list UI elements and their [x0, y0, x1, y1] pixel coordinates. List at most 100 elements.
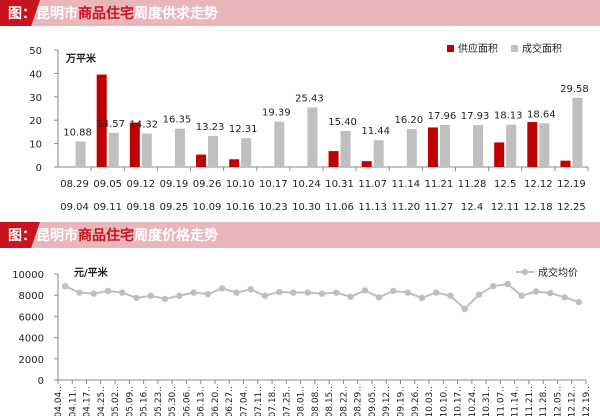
price-point	[275, 288, 283, 296]
y-tick-label: 40	[29, 69, 42, 80]
deal-bar	[473, 125, 484, 167]
x-tick-label: 07.18..	[268, 386, 278, 416]
y-tick-label: 4000	[19, 334, 44, 345]
deal-data-label: 29.58	[560, 84, 589, 95]
x-label-start: 08.29	[60, 179, 89, 190]
x-label-end: 10.09	[193, 202, 222, 213]
x-label-start: 09.12	[126, 179, 155, 190]
price-point	[347, 293, 354, 300]
deal-bar	[406, 129, 417, 167]
x-label-start: 10.31	[325, 179, 354, 190]
x-label-start: 12.12	[524, 179, 553, 190]
x-tick-label: 06.20..	[211, 386, 221, 416]
price-point	[333, 289, 340, 296]
banner-prefix: 图：	[8, 228, 36, 244]
x-label-start: 09.19	[160, 179, 189, 190]
price-point	[418, 294, 426, 302]
supply-bar	[96, 74, 107, 167]
x-label-end: 09.18	[126, 202, 155, 213]
x-tick-label: 05.02..	[111, 386, 121, 416]
x-label-end: 12.18	[524, 202, 553, 213]
x-label-start: 10.17	[259, 179, 288, 190]
y-tick-label: 10	[29, 140, 42, 151]
x-tick-label: 05.23..	[154, 386, 164, 416]
x-tick-label: 08.01..	[297, 386, 307, 416]
x-tick-label: 12.05..	[553, 386, 563, 416]
legend-swatch-supply	[447, 45, 454, 52]
deal-data-label: 17.96	[428, 111, 457, 122]
price-point	[247, 286, 254, 293]
deal-data-label: 13.23	[196, 122, 225, 133]
y-tick-label: 0	[36, 163, 42, 174]
deal-bar	[439, 124, 450, 167]
x-tick-label: 11.14..	[511, 386, 521, 416]
deal-bar	[208, 136, 219, 167]
price-point	[490, 282, 497, 290]
deal-bar	[75, 141, 86, 167]
y-tick-label: 8000	[19, 291, 44, 302]
x-tick-label: 11.28..	[539, 386, 549, 416]
y-tick-label: 30	[29, 93, 42, 104]
x-tick-label: 11.21..	[525, 386, 535, 416]
x-tick-label: 04.25..	[97, 386, 107, 416]
x-label-end: 10.30	[292, 202, 321, 213]
price-point	[547, 289, 554, 297]
supply-bar	[328, 151, 339, 167]
x-tick-label: 09.26..	[411, 386, 421, 416]
x-label-end: 11.13	[358, 202, 387, 213]
price-point	[261, 292, 269, 299]
deal-bar	[373, 140, 384, 167]
price-point	[318, 290, 326, 297]
x-label-start: 11.14	[391, 179, 420, 190]
x-tick-label: 07.25..	[282, 386, 292, 416]
price-point	[90, 290, 97, 297]
price-point	[432, 289, 440, 296]
x-label-end: 12.4	[461, 202, 483, 213]
banner-city: 昆明市	[36, 6, 78, 22]
supply-bar	[494, 142, 505, 167]
price-point	[504, 280, 511, 288]
y-tick-label: 2000	[19, 355, 44, 366]
price-point	[518, 292, 525, 299]
supply-bar	[229, 159, 240, 167]
x-tick-label: 04.04..	[54, 386, 64, 416]
x-label-start: 12.5	[494, 179, 516, 190]
x-tick-label: 10.31..	[482, 386, 492, 416]
price-point	[233, 289, 240, 296]
deal-bar	[506, 124, 517, 167]
x-tick-label: 08.22..	[339, 386, 349, 416]
x-tick-label: 12.19..	[582, 386, 592, 416]
deal-data-label: 15.40	[328, 117, 357, 128]
y-tick-label: 50	[29, 46, 42, 57]
price-point	[61, 282, 69, 290]
x-tick-label: 10.24..	[468, 386, 478, 416]
price-point	[218, 285, 226, 292]
x-tick-label: 04.17..	[83, 386, 93, 416]
deal-data-label: 16.20	[394, 115, 423, 126]
x-tick-label: 09.19..	[396, 386, 406, 416]
x-label-start: 10.10	[226, 179, 255, 190]
x-label-end: 09.04	[60, 202, 89, 213]
banner-subject: 周度价格走势	[134, 228, 218, 244]
deal-bar	[241, 138, 252, 167]
price-point	[375, 294, 383, 301]
deal-data-label: 14.57	[96, 119, 125, 130]
price-point	[104, 287, 112, 295]
price-point	[176, 292, 183, 299]
deal-data-label: 17.93	[461, 111, 490, 122]
price-point	[361, 287, 369, 294]
banner-city: 昆明市	[36, 228, 78, 244]
deal-data-label: 25.43	[295, 93, 324, 104]
deal-data-label: 10.88	[63, 128, 92, 139]
x-label-start: 12.19	[557, 179, 586, 190]
price-point	[532, 288, 540, 295]
deal-bar	[307, 107, 318, 167]
deal-data-label: 18.13	[494, 111, 523, 122]
supply-bar	[560, 160, 571, 167]
x-tick-label: 07.04..	[240, 386, 250, 416]
banner-subject: 周度供求走势	[134, 6, 218, 22]
x-label-end: 11.20	[391, 202, 420, 213]
x-tick-label: 06.06..	[182, 386, 192, 416]
x-tick-label: 05.09..	[125, 386, 135, 416]
deal-data-label: 12.31	[229, 124, 258, 135]
